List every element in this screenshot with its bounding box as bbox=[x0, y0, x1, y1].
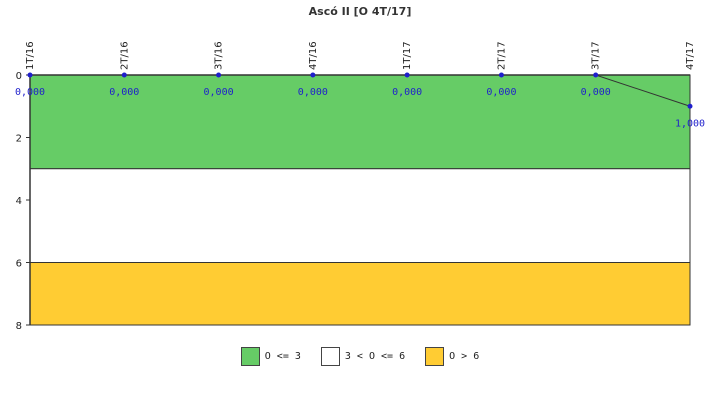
legend-swatch-yellow bbox=[425, 346, 445, 366]
series-line bbox=[30, 74, 691, 107]
band-1 bbox=[29, 168, 691, 263]
data-label: 0,000 bbox=[486, 87, 516, 98]
x-tick-label: 3T/16 bbox=[214, 41, 225, 70]
data-point bbox=[310, 72, 316, 78]
legend-label: O <= 3 bbox=[264, 350, 301, 362]
x-tick-label: 2T/17 bbox=[496, 41, 507, 70]
data-point bbox=[593, 72, 599, 78]
legend-label: 3 < O <= 6 bbox=[344, 350, 406, 362]
data-label: 0,000 bbox=[581, 87, 611, 98]
threshold-bands bbox=[29, 74, 691, 326]
y-tick-label: 8 bbox=[16, 321, 22, 332]
data-labels: 0,000 0,000 0,000 0,000 0,000 0,000 0,000 1,000 bbox=[15, 87, 705, 129]
data-point bbox=[687, 103, 693, 109]
data-label: 0,000 bbox=[109, 87, 139, 98]
legend-item-white: 3 < O <= 6 bbox=[320, 346, 406, 366]
x-tick-label: 2T/16 bbox=[119, 41, 130, 70]
data-label: 0,000 bbox=[298, 87, 328, 98]
legend-swatch-green bbox=[240, 346, 260, 366]
data-label: 0,000 bbox=[204, 87, 234, 98]
chart-title: Ascó II [O 4T/17] bbox=[309, 5, 412, 18]
x-tick-label: 1T/17 bbox=[402, 41, 413, 70]
data-label: 0,000 bbox=[15, 87, 45, 98]
series bbox=[27, 72, 693, 109]
x-tick-label: 3T/17 bbox=[591, 41, 602, 70]
y-tick-label: 4 bbox=[16, 196, 22, 207]
legend: O <= 3 3 < O <= 6 O > 6 bbox=[0, 344, 720, 368]
data-point bbox=[404, 72, 410, 78]
y-tick-label: 2 bbox=[16, 134, 22, 145]
legend-item-yellow: O > 6 bbox=[425, 346, 480, 366]
data-label: 0,000 bbox=[392, 87, 422, 98]
data-point bbox=[216, 72, 222, 78]
data-point bbox=[498, 72, 504, 78]
legend-swatch-white bbox=[320, 346, 340, 366]
x-tick-label: 4T/17 bbox=[685, 41, 696, 70]
y-tick-label: 6 bbox=[16, 259, 22, 270]
legend-item-green: O <= 3 bbox=[240, 346, 301, 366]
y-tick-label: 0 bbox=[16, 71, 22, 82]
band-0 bbox=[29, 74, 691, 170]
band-2 bbox=[29, 262, 691, 326]
data-point bbox=[27, 72, 33, 78]
x-tick-label: 4T/16 bbox=[308, 41, 319, 70]
data-point bbox=[121, 72, 127, 78]
x-tick-label: 1T/16 bbox=[25, 41, 36, 70]
data-label: 1,000 bbox=[675, 118, 705, 129]
legend-label: O > 6 bbox=[449, 350, 480, 362]
